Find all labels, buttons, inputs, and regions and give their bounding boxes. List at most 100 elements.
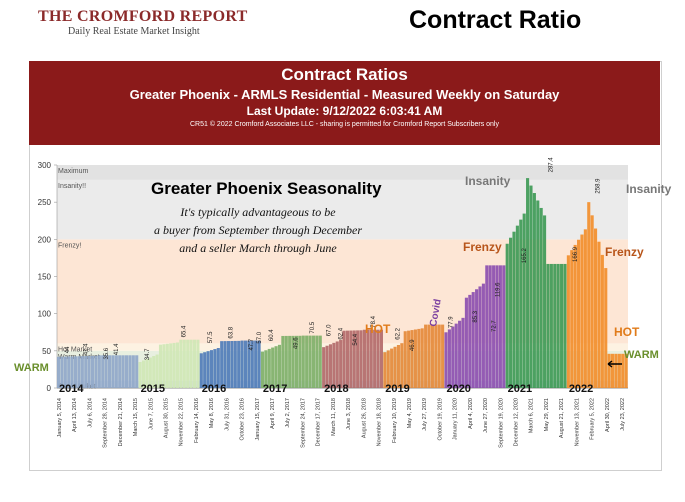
annotation-label: Frenzy xyxy=(605,245,644,259)
weekly-bar xyxy=(451,326,455,388)
data-label: 258.9 xyxy=(595,178,601,194)
weekly-bar xyxy=(209,350,214,388)
weekly-bar xyxy=(322,347,326,388)
weekly-bar xyxy=(400,343,404,388)
weekly-bar xyxy=(349,330,353,388)
x-tick-label: August 21, 2021 xyxy=(559,398,565,438)
zone-label: Insanity!! xyxy=(58,183,86,190)
weekly-bar xyxy=(332,342,336,388)
weekly-bar xyxy=(481,283,485,388)
page-title: Contract Ratio xyxy=(409,6,582,34)
weekly-bar xyxy=(488,265,492,388)
x-tick-label: November 22, 2015 xyxy=(179,398,185,446)
weekly-bar xyxy=(196,339,200,388)
annotation-label: Insanity xyxy=(626,182,672,196)
weekly-bar xyxy=(498,265,502,388)
year-label: 2016 xyxy=(202,383,226,395)
x-tick-label: March 11, 2018 xyxy=(331,398,337,436)
weekly-bar xyxy=(376,329,380,388)
weekly-bar xyxy=(515,225,519,388)
y-tick-label: 0 xyxy=(47,384,52,393)
weekly-bar xyxy=(87,355,91,388)
weekly-bar xyxy=(260,351,265,388)
weekly-bar xyxy=(182,339,186,388)
x-tick-label: February 5, 2022 xyxy=(590,398,596,440)
weekly-bar xyxy=(417,328,421,388)
weekly-bar xyxy=(373,329,377,388)
data-label: 49.6 xyxy=(294,337,300,349)
banner-title: Contract Ratios xyxy=(281,65,408,84)
weekly-bar xyxy=(281,335,285,388)
x-tick-label: December 21, 2014 xyxy=(118,398,124,446)
weekly-bar xyxy=(464,297,468,388)
x-tick-label: May 8, 2016 xyxy=(209,398,215,428)
x-tick-label: August 30, 2015 xyxy=(164,398,170,438)
weekly-bar xyxy=(444,332,448,388)
weekly-bar xyxy=(223,341,227,388)
x-tick-label: March 6, 2021 xyxy=(529,398,535,433)
weekly-bar xyxy=(230,340,234,388)
x-tick-label: April 9, 2017 xyxy=(270,398,276,429)
weekly-bar xyxy=(407,330,411,388)
weekly-bar xyxy=(155,354,159,388)
data-label: 165.2 xyxy=(522,248,528,264)
data-label: 62.2 xyxy=(396,327,402,339)
weekly-bar xyxy=(121,355,125,388)
year-label: 2022 xyxy=(569,383,593,395)
x-tick-label: May 4, 2019 xyxy=(407,398,413,428)
weekly-bar xyxy=(413,329,417,388)
x-tick-label: December 12, 2020 xyxy=(513,398,519,446)
x-tick-label: April 30, 2022 xyxy=(605,398,611,432)
zone-label: Maximum xyxy=(58,168,89,175)
zone-label: Frenzy! xyxy=(58,242,81,249)
data-label: 85.3 xyxy=(473,310,479,322)
weekly-bar xyxy=(288,335,292,388)
weekly-bar xyxy=(57,356,61,388)
weekly-bar xyxy=(73,356,78,388)
weekly-bar xyxy=(437,324,441,388)
y-tick-label: 300 xyxy=(38,161,52,170)
y-tick-label: 250 xyxy=(38,198,52,207)
weekly-bar xyxy=(254,340,258,388)
weekly-bar xyxy=(577,239,581,388)
weekly-bar xyxy=(114,355,118,388)
weekly-bar xyxy=(560,263,564,388)
year-label: 2017 xyxy=(263,383,287,395)
weekly-bar xyxy=(233,340,237,388)
weekly-bar xyxy=(179,339,183,388)
weekly-bar xyxy=(573,244,577,388)
banner-copyright: CR51 © 2022 Cromford Associates LLC - sh… xyxy=(189,121,499,128)
annotation-label: Insanity xyxy=(465,174,511,188)
weekly-bar xyxy=(339,340,343,388)
data-label: 72.7 xyxy=(491,320,497,332)
weekly-bar xyxy=(97,355,101,388)
weekly-bar xyxy=(271,347,275,388)
weekly-bar xyxy=(277,344,282,388)
data-label: 287.4 xyxy=(549,157,555,173)
weekly-bar xyxy=(597,241,601,388)
weekly-bar xyxy=(424,324,428,388)
weekly-bar xyxy=(294,335,299,388)
annotation-body: It's typically advantageous to be xyxy=(179,205,336,219)
x-tick-label: July 2, 2017 xyxy=(285,398,291,428)
weekly-bar xyxy=(84,356,88,388)
x-tick-label: June 3, 2018 xyxy=(346,398,352,430)
x-tick-label: November 18, 2018 xyxy=(377,398,383,446)
weekly-bar xyxy=(77,356,81,388)
weekly-bar xyxy=(94,355,98,388)
brand-tagline: Daily Real Estate Market Insight xyxy=(68,26,200,37)
x-tick-label: August 26, 2018 xyxy=(361,398,367,438)
year-label: 2014 xyxy=(59,383,84,395)
weekly-bar xyxy=(600,254,604,388)
weekly-bar xyxy=(607,353,611,388)
weekly-bar xyxy=(237,340,241,388)
x-tick-label: February 10, 2019 xyxy=(392,398,398,443)
x-tick-label: June 7, 2015 xyxy=(148,398,154,430)
brand-name: THE CROMFORD REPORT xyxy=(38,8,248,25)
x-tick-label: October 19, 2019 xyxy=(437,398,443,441)
x-tick-label: April 4, 2020 xyxy=(468,398,474,429)
annotation-label: WARM xyxy=(14,362,49,374)
x-tick-label: March 15, 2015 xyxy=(133,398,139,436)
data-label: 77.9 xyxy=(449,316,455,328)
